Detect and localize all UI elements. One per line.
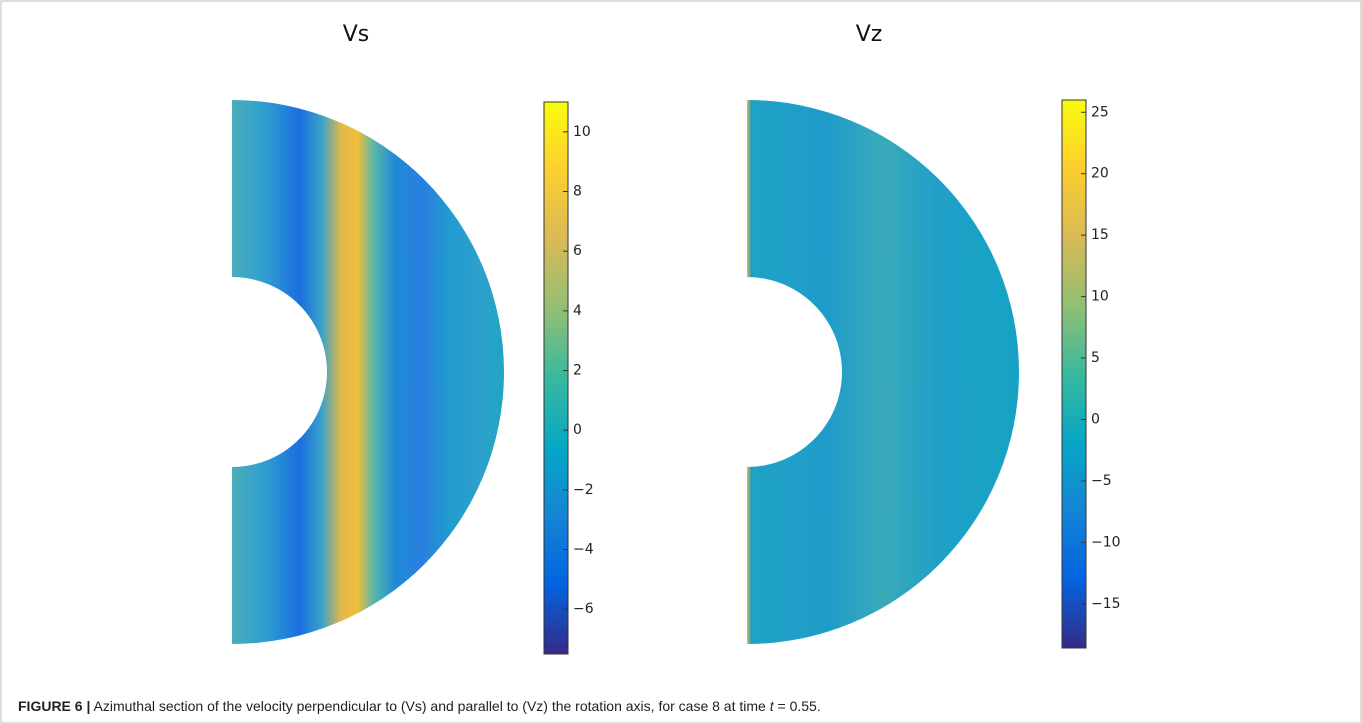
caption: FIGURE 6 | Azimuthal section of the velo… <box>18 698 821 714</box>
colorbar-tick-label: 5 <box>1091 350 1100 366</box>
colorbar-tick-label: −10 <box>1091 534 1121 550</box>
colorbar-tick-label: −15 <box>1091 596 1121 612</box>
colorbar-tick-label: 15 <box>1091 227 1109 243</box>
colorbar-tick-label: 4 <box>573 303 582 319</box>
colorbar-tick-label: 25 <box>1091 104 1109 120</box>
colorbar <box>543 101 569 655</box>
colorbar-tick-label: 2 <box>573 363 582 379</box>
panel-title: Vs <box>343 22 370 47</box>
vz-section <box>747 100 1019 644</box>
colorbar-tick-label: 8 <box>573 184 582 200</box>
colorbar-tick-label: −4 <box>573 542 594 558</box>
colorbar-tick-label: 20 <box>1091 166 1109 182</box>
colorbar-tick-label: −6 <box>573 601 594 617</box>
colorbar-tick-label: 0 <box>573 422 582 438</box>
colorbar-tick-label: 0 <box>1091 411 1100 427</box>
caption-label: FIGURE 6 | <box>18 698 91 714</box>
caption-variable: t <box>769 698 774 714</box>
vs-section <box>232 100 504 644</box>
caption-text: Azimuthal section of the velocity perpen… <box>93 698 770 714</box>
panel-title: Vz <box>856 22 883 47</box>
colorbar-tick-label: 10 <box>573 124 591 140</box>
caption-rest: = 0.55. <box>773 698 821 714</box>
colorbar <box>1061 99 1087 649</box>
colorbar-tick-label: 6 <box>573 243 582 259</box>
colorbar-tick-label: 10 <box>1091 289 1109 305</box>
colorbar-tick-label: −5 <box>1091 473 1112 489</box>
colorbar-tick-label: −2 <box>573 482 594 498</box>
